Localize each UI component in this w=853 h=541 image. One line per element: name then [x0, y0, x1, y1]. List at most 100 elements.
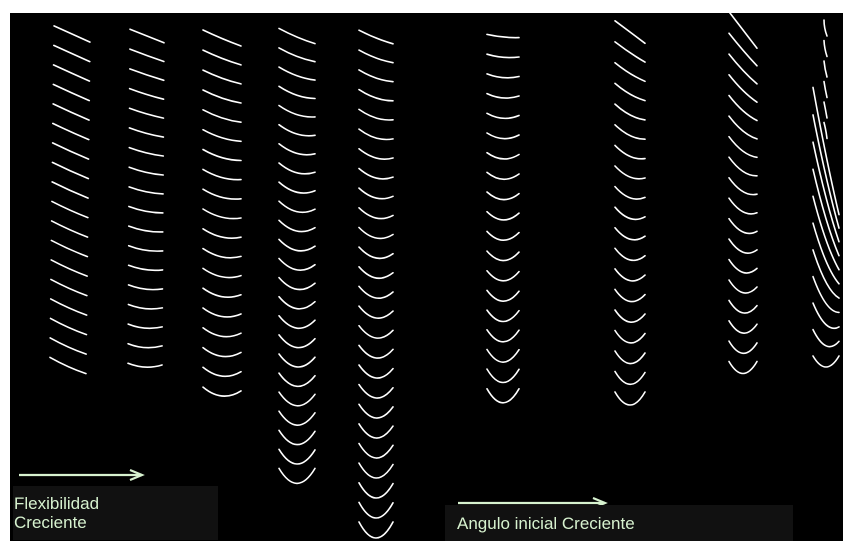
curve-column-5: [358, 29, 394, 539]
curve-frame: [823, 60, 828, 78]
curve-frame: [202, 208, 242, 220]
curve-frame: [486, 309, 520, 323]
curve-frame: [278, 104, 316, 118]
curve-frame: [486, 53, 520, 59]
curve-frame: [728, 32, 758, 67]
curve-frame: [202, 327, 242, 338]
flexibility-label: Flexibilidad Creciente: [13, 486, 218, 540]
curve-frame: [127, 303, 164, 310]
curve-frame: [278, 467, 316, 485]
curve-frame: [812, 195, 840, 271]
curve-frame: [358, 266, 394, 280]
curve-frame: [728, 53, 758, 85]
curve-frame: [128, 87, 165, 100]
curve-frame: [614, 288, 646, 303]
curve-frame: [127, 342, 163, 349]
curve-frame: [278, 257, 316, 271]
curve-frame: [728, 258, 758, 274]
curve-frame: [202, 69, 242, 85]
curve-frame: [278, 276, 316, 291]
curve-frame: [823, 39, 828, 58]
curve-frame: [51, 200, 89, 219]
curve-frame: [51, 181, 89, 199]
curve-frame: [52, 103, 90, 121]
curve-frame: [358, 128, 394, 141]
curve-frame: [728, 238, 758, 254]
curve-frame: [202, 49, 242, 66]
curve-frame: [614, 185, 646, 200]
curve-frame: [486, 132, 520, 140]
curve-frame: [50, 239, 89, 258]
curve-frame: [278, 238, 316, 252]
curve-frame: [486, 191, 520, 201]
curve-frame: [202, 168, 242, 181]
curve-frame: [486, 171, 520, 181]
curve-frame: [358, 167, 394, 180]
curve-frame: [202, 287, 242, 298]
curve-frame: [52, 122, 90, 141]
curve-frame: [358, 69, 394, 83]
curve-column-6: [486, 33, 520, 404]
curve-frame: [728, 135, 758, 159]
curve-frame: [614, 41, 646, 63]
curve-frame: [614, 370, 646, 386]
curve-frame: [614, 350, 646, 365]
curve-frame: [127, 362, 163, 368]
curve-frame: [812, 275, 840, 314]
curve-frame: [728, 217, 758, 235]
curve-frame: [129, 68, 165, 82]
curve-column-8: [728, 11, 758, 375]
curve-frame: [278, 391, 316, 407]
curve-column-2: [127, 28, 165, 368]
curve-frame: [358, 305, 394, 319]
curve-frame: [129, 48, 165, 63]
curve-frame: [278, 123, 316, 137]
curve-frame: [202, 89, 242, 104]
curve-frame: [358, 108, 394, 121]
curve-frame: [127, 244, 164, 252]
curve-frame: [728, 340, 758, 355]
curve-frame: [728, 197, 758, 215]
curve-frame: [614, 227, 646, 241]
curve-frame: [127, 284, 164, 291]
curve-frame: [486, 250, 520, 262]
curve-frame: [50, 220, 89, 238]
flexibility-label-line2: Creciente: [14, 513, 87, 532]
curve-frame: [202, 247, 242, 259]
curve-frame: [812, 328, 840, 348]
curve-frame: [812, 86, 840, 216]
curve-frame: [486, 230, 520, 241]
curve-frame: [728, 279, 758, 294]
curve-frame: [202, 346, 242, 358]
curve-frame: [823, 19, 828, 37]
curve-column-1: [49, 25, 91, 375]
curve-frame: [812, 222, 840, 285]
curve-frame: [812, 249, 840, 299]
curve-frame: [278, 162, 316, 175]
curve-frame: [128, 205, 164, 214]
curve-frame: [823, 121, 828, 140]
curve-frame: [53, 44, 91, 63]
curve-frame: [486, 289, 520, 302]
curve-frame: [278, 143, 316, 156]
curve-frame: [614, 165, 646, 180]
curve-frame: [278, 219, 316, 233]
curve-frame: [728, 177, 758, 196]
curve-frame: [358, 49, 394, 64]
curve-frame: [358, 324, 394, 339]
curve-frame: [202, 128, 242, 143]
curve-frame: [278, 353, 316, 368]
curve-frame: [202, 307, 242, 318]
curve-frame: [128, 186, 164, 195]
curve-frame: [614, 103, 646, 121]
curve-frame: [50, 278, 88, 297]
curve-frame: [486, 73, 520, 79]
curve-frame: [614, 206, 646, 221]
curve-frame: [358, 442, 394, 459]
curve-frame: [202, 148, 242, 162]
curve-frame: [486, 270, 520, 282]
curve-frame: [129, 28, 165, 44]
curve-frame: [358, 285, 394, 299]
curve-frame: [202, 188, 242, 200]
